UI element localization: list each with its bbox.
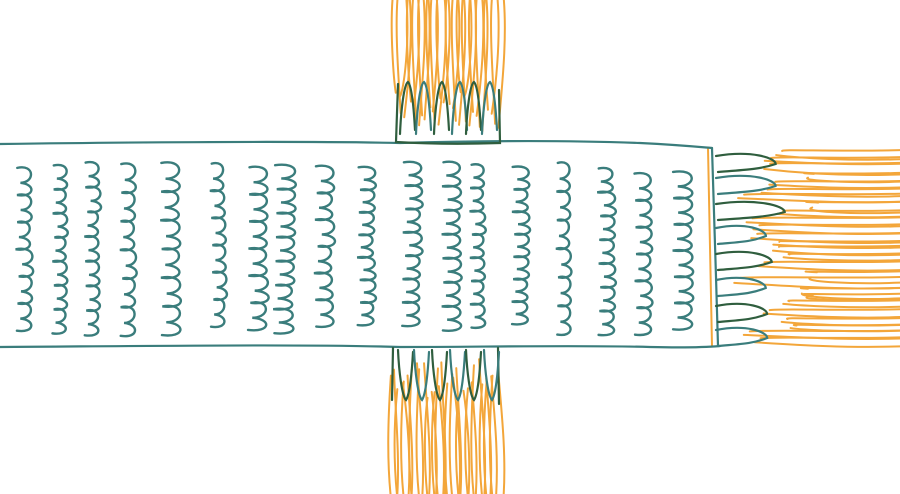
bottom-box-arch bbox=[464, 348, 483, 402]
top-box-waves bbox=[398, 80, 499, 136]
right-fiber bbox=[804, 270, 900, 285]
top-box-arch bbox=[480, 80, 499, 136]
top-box-arch bbox=[398, 80, 417, 136]
right-fiber bbox=[753, 336, 900, 348]
wave-column bbox=[246, 165, 270, 332]
top-box-arch bbox=[450, 80, 469, 136]
top-fiber bbox=[417, 0, 431, 121]
wave-column bbox=[15, 166, 35, 333]
channel-bottom-edge bbox=[0, 344, 722, 349]
top-fiber bbox=[395, 0, 412, 119]
top-fiber bbox=[450, 0, 467, 126]
wave-column bbox=[597, 166, 617, 337]
right-fiber bbox=[737, 192, 900, 204]
right-fiber bbox=[745, 216, 900, 228]
right-box-tendril bbox=[714, 250, 773, 272]
top-fiber bbox=[411, 0, 426, 127]
right-box-tendril bbox=[714, 302, 769, 324]
wave-column bbox=[356, 165, 378, 327]
wave-column bbox=[469, 163, 487, 330]
top-fiber bbox=[482, 0, 500, 115]
wave-column bbox=[633, 171, 654, 337]
wave-column bbox=[510, 165, 532, 326]
right-box-tendril bbox=[714, 152, 777, 174]
right-box-tendril bbox=[714, 276, 767, 298]
top-box-arch bbox=[432, 80, 451, 136]
bottom-fiber bbox=[448, 367, 463, 494]
bottom-box-waves bbox=[396, 348, 501, 402]
wave-column bbox=[51, 163, 69, 335]
wave-column bbox=[209, 161, 229, 329]
wave-column bbox=[401, 160, 424, 328]
top-box-arch bbox=[464, 80, 483, 136]
wave-column bbox=[313, 164, 337, 329]
bottom-box-arch bbox=[412, 348, 431, 402]
right-fiber bbox=[805, 200, 900, 215]
top-box-outline bbox=[394, 82, 502, 145]
bottom-fiber bbox=[430, 385, 445, 494]
top-fiber bbox=[467, 0, 485, 117]
wave-column-group bbox=[15, 160, 695, 338]
bottom-fiber bbox=[393, 382, 411, 494]
bottom-fiber-bundle bbox=[387, 358, 506, 494]
wave-column bbox=[441, 160, 463, 332]
right-fiber bbox=[775, 149, 900, 161]
top-fiber-bundle bbox=[390, 0, 506, 132]
bottom-box-arch bbox=[430, 348, 449, 402]
wave-column bbox=[119, 162, 138, 338]
right-box-tendril bbox=[714, 174, 777, 196]
right-box-tendril bbox=[714, 326, 769, 348]
right-fiber bbox=[782, 299, 900, 309]
wave-column bbox=[273, 163, 297, 335]
right-fiber bbox=[757, 260, 900, 272]
bottom-box-arch bbox=[396, 348, 415, 402]
right-fiber bbox=[760, 187, 900, 198]
bottom-fiber bbox=[387, 368, 400, 494]
bottom-box-arch bbox=[482, 348, 501, 402]
right-box-tendril bbox=[714, 200, 786, 222]
right-fiber-bundle bbox=[707, 147, 900, 348]
right-fiber bbox=[768, 179, 900, 190]
channel-top-edge bbox=[0, 140, 714, 150]
top-box-arch bbox=[414, 80, 433, 136]
wave-column bbox=[160, 161, 182, 337]
right-fiber bbox=[772, 239, 900, 250]
wave-column bbox=[83, 160, 103, 337]
bottom-box-arch bbox=[448, 348, 467, 402]
top-fiber bbox=[435, 0, 451, 104]
right-fiber bbox=[782, 252, 900, 262]
wave-column bbox=[671, 170, 695, 331]
right-fiber bbox=[762, 308, 900, 319]
right-box-tendril bbox=[714, 224, 768, 246]
top-branch-box bbox=[394, 82, 502, 145]
right-box-waves bbox=[714, 152, 786, 348]
wave-column bbox=[555, 161, 573, 337]
bottom-fiber bbox=[454, 389, 471, 494]
right-fiber-edge bbox=[707, 147, 713, 347]
